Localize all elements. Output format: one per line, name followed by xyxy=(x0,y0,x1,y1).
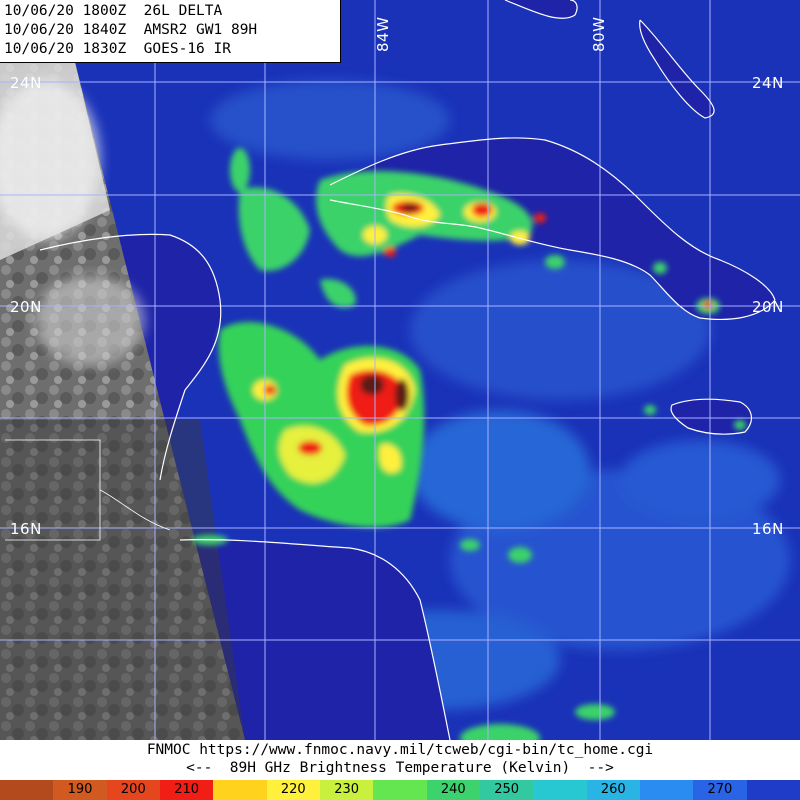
colorbar-segment: 250 xyxy=(479,780,534,800)
colorbar-segment: 200 xyxy=(106,780,160,800)
footer: FNMOC https://www.fnmoc.navy.mil/tcweb/c… xyxy=(0,740,800,780)
lat-label-20n-right: 20N xyxy=(752,298,784,316)
colorbar-segment: 240 xyxy=(426,780,480,800)
colorbar-tick-label: 220 xyxy=(280,782,306,797)
lat-label-16n: 16N xyxy=(10,520,42,538)
lat-label-16n-right: 16N xyxy=(752,520,784,538)
header-line-storm: 10/06/20 1800Z 26L DELTA xyxy=(4,3,223,19)
colorbar-segment xyxy=(373,780,427,800)
header-info-box: 10/06/20 1800Z 26L DELTA 10/06/20 1840Z … xyxy=(0,0,341,63)
colorbar-segment: 220 xyxy=(266,780,320,800)
lat-label-20n: 20N xyxy=(10,298,42,316)
lon-label-84w: 84W xyxy=(374,16,392,52)
colorbar-segment: 230 xyxy=(319,780,374,800)
colorbar-tick-label: 260 xyxy=(600,782,626,797)
colorbar-segment xyxy=(533,780,587,800)
bahamas-land xyxy=(639,20,715,118)
ir-overlay xyxy=(0,62,245,740)
satellite-map: 24N 24N 20N 20N 16N 16N 84W 80W xyxy=(0,0,800,740)
colorbar-segment xyxy=(213,780,267,800)
lat-lon-grid xyxy=(0,0,800,740)
colorbar-tick-label: 190 xyxy=(67,782,93,797)
colorbar-segment: 190 xyxy=(53,780,107,800)
colorbar-segment: 260 xyxy=(586,780,640,800)
lon-label-80w: 80W xyxy=(590,16,608,52)
lat-label-24n: 24N xyxy=(10,74,42,92)
colorbar-segment xyxy=(0,780,54,800)
colorbar-segment xyxy=(746,780,800,800)
colorbar-tick-label: 200 xyxy=(120,782,146,797)
colorbar-segment: 210 xyxy=(159,780,214,800)
footer-legend-title: <-- 89H GHz Brightness Temperature (Kelv… xyxy=(186,760,614,776)
colorbar-tick-label: 230 xyxy=(334,782,360,797)
jamaica-land xyxy=(670,399,752,435)
lat-label-24n-right: 24N xyxy=(752,74,784,92)
header-line-ir: 10/06/20 1830Z GOES-16 IR xyxy=(4,41,231,57)
colorbar: 190 200 210 220 230 240 250 260 270 xyxy=(0,780,800,800)
colorbar-segment xyxy=(639,780,694,800)
colorbar-tick-label: 210 xyxy=(174,782,200,797)
colorbar-segment: 270 xyxy=(693,780,747,800)
microwave-imagery xyxy=(0,0,800,740)
header-line-sensor: 10/06/20 1840Z AMSR2 GW1 89H xyxy=(4,22,258,38)
florida-land xyxy=(505,0,578,19)
coastlines xyxy=(5,0,776,740)
colorbar-tick-label: 240 xyxy=(440,782,466,797)
colorbar-tick-label: 270 xyxy=(707,782,733,797)
footer-url: FNMOC https://www.fnmoc.navy.mil/tcweb/c… xyxy=(146,742,654,758)
convection-bands xyxy=(192,148,746,740)
colorbar-tick-label: 250 xyxy=(494,782,520,797)
